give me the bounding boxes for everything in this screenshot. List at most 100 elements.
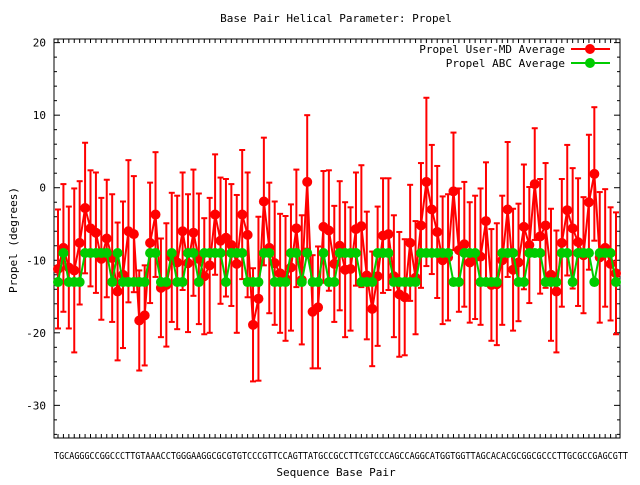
data-point: [529, 179, 540, 190]
data-point: [150, 209, 161, 220]
data-point: [383, 229, 394, 240]
data-point: [345, 263, 356, 274]
x-axis: TGCAGGGCCGGCCCTTGTAAACCTGGGAAGGCGCGTGTCC…: [54, 39, 628, 462]
data-point: [242, 229, 253, 240]
data-point: [573, 237, 584, 248]
data-point: [323, 225, 334, 236]
y-tick-label: -20: [26, 327, 46, 340]
data-point: [589, 168, 600, 179]
data-point: [161, 277, 172, 288]
data-point: [69, 265, 80, 276]
data-point: [443, 248, 454, 259]
data-point: [53, 277, 63, 288]
data-point: [415, 220, 426, 231]
data-point: [518, 221, 529, 232]
data-point: [405, 237, 416, 248]
x-axis-label: Sequence Base Pair: [276, 466, 396, 479]
data-point: [480, 216, 491, 227]
data-point: [258, 196, 269, 207]
legend-label: Propel ABC Average: [446, 57, 565, 70]
series-layer: [53, 96, 621, 383]
data-point: [589, 277, 600, 288]
series-1: [53, 248, 621, 288]
data-point: [470, 248, 481, 259]
legend-label: Propel User-MD Average: [419, 43, 565, 56]
data-point: [139, 277, 150, 288]
data-point: [524, 240, 535, 251]
data-point: [421, 176, 432, 187]
data-point: [562, 205, 573, 216]
data-point: [237, 248, 248, 259]
data-point: [491, 277, 502, 288]
data-point: [210, 209, 221, 220]
data-point: [367, 277, 378, 288]
data-point: [188, 227, 199, 238]
data-point: [453, 277, 464, 288]
data-point: [74, 237, 85, 248]
data-point: [220, 277, 231, 288]
data-point: [204, 260, 215, 271]
data-point: [611, 277, 621, 288]
data-point: [80, 203, 91, 214]
data-point: [166, 248, 177, 259]
data-point: [291, 248, 302, 259]
y-tick-label: -30: [26, 399, 46, 412]
y-axis-label: Propel (degrees): [7, 187, 20, 293]
data-point: [145, 237, 156, 248]
x-tick-labels: TGCAGGGCCGGCCCTTGTAAACCTGGGAAGGCGCGTGTCC…: [54, 451, 628, 462]
data-point: [410, 277, 421, 288]
data-point: [177, 226, 188, 237]
y-tick-label: 10: [33, 109, 46, 122]
data-point: [128, 229, 139, 240]
data-point: [302, 176, 313, 187]
data-point: [177, 277, 188, 288]
legend-marker: [585, 44, 595, 54]
data-point: [313, 302, 324, 313]
series-0: [53, 96, 621, 383]
data-point: [329, 277, 340, 288]
data-point: [112, 286, 123, 297]
data-point: [90, 227, 101, 238]
data-point: [112, 248, 123, 259]
data-point: [74, 277, 85, 288]
data-point: [58, 248, 69, 259]
data-point: [215, 248, 226, 259]
data-point: [248, 319, 259, 330]
data-point: [399, 292, 410, 303]
data-point: [139, 310, 150, 321]
data-point: [107, 277, 118, 288]
data-point: [280, 277, 291, 288]
data-point: [583, 197, 594, 208]
data-point: [231, 258, 242, 269]
data-point: [350, 248, 361, 259]
data-point: [535, 231, 546, 242]
plot-frame: [53, 38, 621, 439]
data-point: [426, 204, 437, 215]
data-point: [508, 248, 519, 259]
data-point: [318, 248, 329, 259]
data-point: [545, 269, 556, 280]
data-point: [551, 277, 562, 288]
chart-title: Base Pair Helical Parameter: Propel: [220, 12, 452, 25]
data-point: [551, 286, 562, 297]
data-point: [150, 248, 161, 259]
data-point: [356, 221, 367, 232]
legend-marker: [585, 58, 595, 68]
data-point: [540, 220, 551, 231]
data-point: [383, 248, 394, 259]
data-point: [334, 240, 345, 251]
y-tick-label: 0: [39, 182, 46, 195]
data-point: [188, 248, 199, 259]
data-point: [193, 277, 204, 288]
data-point: [518, 277, 529, 288]
data-point: [535, 248, 546, 259]
data-point: [567, 277, 578, 288]
data-point: [567, 223, 578, 234]
data-point: [296, 277, 307, 288]
data-point: [459, 239, 470, 250]
data-point: [264, 248, 275, 259]
data-point: [237, 209, 248, 220]
